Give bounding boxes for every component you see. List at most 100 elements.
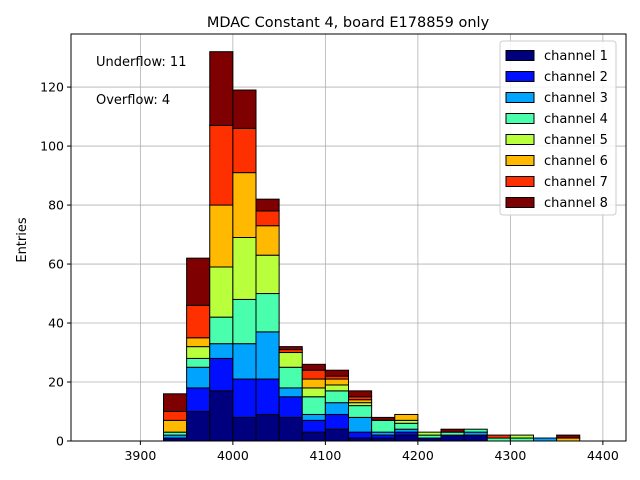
bar-channel-1-bin-4050 <box>278 416 303 442</box>
legend-swatch <box>505 92 535 103</box>
bar-channel-5-bin-3975 <box>209 266 234 318</box>
bar-channel-8-bin-3975 <box>209 51 234 126</box>
legend-swatch <box>505 155 535 166</box>
legend-label: channel 3 <box>544 91 608 106</box>
bar-channel-8-bin-4150 <box>371 416 396 421</box>
bar-channel-5-bin-3950 <box>186 346 211 359</box>
bar-channel-6-bin-4100 <box>324 378 349 386</box>
bar-channel-4-bin-3950 <box>186 357 211 368</box>
bar-channel-7-bin-3975 <box>209 124 234 206</box>
axes-frame <box>70 33 627 442</box>
bar-channel-5-bin-4000 <box>232 237 257 300</box>
bar-channel-6-bin-4025 <box>255 225 280 256</box>
legend-label: channel 4 <box>544 112 608 127</box>
bar-channel-1-bin-3975 <box>209 390 234 442</box>
bar-channel-3-bin-4000 <box>232 343 257 380</box>
bar-channel-5-bin-4025 <box>255 254 280 295</box>
bar-channel-2-bin-4050 <box>278 396 303 418</box>
bar-channel-6-bin-3975 <box>209 204 234 268</box>
bar-channel-4-bin-4150 <box>371 419 396 433</box>
overflow-annotation: Overflow: 4 <box>96 93 170 108</box>
bar-channel-2-bin-3950 <box>186 387 211 413</box>
bar-channel-2-bin-4125 <box>348 431 373 439</box>
legend-label: channel 8 <box>544 196 608 211</box>
bar-channel-1-bin-4225 <box>440 434 465 442</box>
bar-channel-6-bin-3925 <box>163 419 188 433</box>
bar-channel-4-bin-4250 <box>463 428 488 433</box>
bar-channel-8-bin-3925 <box>163 393 188 413</box>
bar-channel-8-bin-4350 <box>556 434 581 439</box>
y-tick-label: 80 <box>48 198 64 213</box>
bar-channel-2-bin-4025 <box>255 378 280 415</box>
axes: 3900 4000 4100 4200 4300 4400 0 20 40 60 80 100 120 <box>40 33 627 463</box>
bar-channel-5-bin-4300 <box>509 434 534 439</box>
bar-channel-4-bin-4175 <box>394 422 419 430</box>
y-tick-label: 0 <box>56 434 64 449</box>
bar-channel-8-bin-4050 <box>278 346 303 351</box>
bar-channel-3-bin-4075 <box>301 413 326 421</box>
bar-channel-1-bin-4100 <box>324 428 349 442</box>
bar-channel-8-bin-4000 <box>232 89 257 129</box>
x-tick-label: 4100 <box>309 448 341 463</box>
underflow-annotation: Underflow: 11 <box>96 55 186 70</box>
bar-channel-2-bin-3975 <box>209 357 234 392</box>
bar-channel-3-bin-4125 <box>348 416 373 433</box>
bar-channel-3-bin-4100 <box>324 402 349 415</box>
bar-channel-5-bin-4200 <box>417 431 442 436</box>
y-tick-label: 60 <box>48 257 64 272</box>
legend-label: channel 2 <box>544 70 608 85</box>
bar-channel-3-bin-4025 <box>255 331 280 380</box>
bar-channel-5-bin-4100 <box>324 384 349 392</box>
bar-channel-8-bin-4025 <box>255 198 280 212</box>
bar-channel-6-bin-4000 <box>232 172 257 238</box>
bar-channel-1-bin-4075 <box>301 431 326 442</box>
y-tick-label: 40 <box>48 316 64 331</box>
bar-channel-8-bin-4100 <box>324 369 349 377</box>
bar-channel-4-bin-4000 <box>232 298 257 345</box>
legend-swatch <box>505 197 535 208</box>
bar-channel-7-bin-4275 <box>486 434 511 439</box>
bar-channel-1-bin-4000 <box>232 416 257 442</box>
bar-channel-8-bin-3950 <box>186 257 211 306</box>
bar-channel-1-bin-4175 <box>394 434 419 442</box>
bar-channel-7-bin-3950 <box>186 304 211 339</box>
legend-label: channel 5 <box>544 133 608 148</box>
bar-channel-7-bin-4025 <box>255 210 280 227</box>
bar-channel-4-bin-4125 <box>348 405 373 418</box>
bar-channel-1-bin-4025 <box>255 413 280 442</box>
x-tick-label: 4000 <box>217 448 249 463</box>
bar-channel-7-bin-3925 <box>163 411 188 421</box>
legend-swatch <box>505 71 535 82</box>
bar-channel-4-bin-4050 <box>278 366 303 389</box>
chart-title: MDAC Constant 4, board E178859 only <box>207 15 490 31</box>
histogram-bars <box>163 51 581 442</box>
bar-channel-5-bin-4075 <box>301 387 326 398</box>
bar-channel-2-bin-4000 <box>232 378 257 418</box>
bar-channel-6-bin-4175 <box>394 413 419 421</box>
bar-channel-4-bin-4075 <box>301 396 326 415</box>
legend-swatch <box>505 134 535 145</box>
bar-channel-8-bin-4075 <box>301 363 326 371</box>
legend-label: channel 7 <box>544 175 608 190</box>
bar-channel-1-bin-4250 <box>463 434 488 442</box>
bar-channel-7-bin-4075 <box>301 369 326 380</box>
x-tick-label: 4200 <box>402 448 434 463</box>
bar-channel-4-bin-3975 <box>209 316 234 345</box>
legend: channel 1 channel 2 channel 3 channel 4 chan… <box>499 40 617 216</box>
x-tick-label: 4300 <box>494 448 526 463</box>
bar-channel-4-bin-4025 <box>255 293 280 333</box>
bar-channel-1-bin-3950 <box>186 411 211 442</box>
bar-channel-6-bin-4075 <box>301 378 326 389</box>
bar-channel-4-bin-4100 <box>324 390 349 404</box>
bar-channel-8-bin-4125 <box>348 390 373 398</box>
y-axis-label: Entries <box>15 217 30 263</box>
legend-box <box>499 40 617 216</box>
y-tick-label: 120 <box>40 80 64 95</box>
bar-channel-3-bin-3975 <box>209 343 234 359</box>
bar-channel-7-bin-4000 <box>232 127 257 174</box>
legend-swatch <box>505 50 535 61</box>
x-tick-label: 3900 <box>124 448 156 463</box>
bar-channel-8-bin-4225 <box>440 428 465 433</box>
bar-channel-6-bin-3950 <box>186 337 211 348</box>
